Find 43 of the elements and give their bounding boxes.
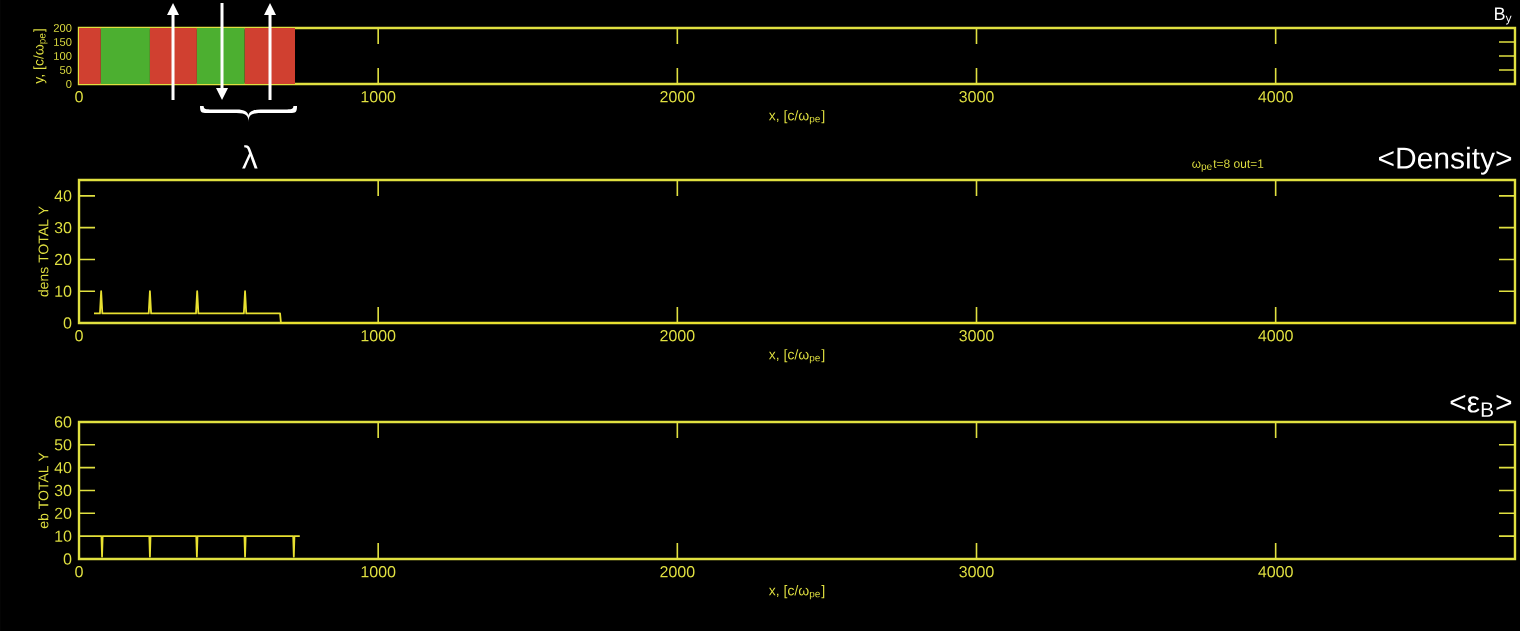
chart-title: <Density>	[1378, 146, 1512, 175]
y-axis-title: eb TOTAL Y	[38, 452, 49, 529]
y-tick-label: 200	[53, 24, 72, 32]
y-tick-label: 30	[54, 222, 72, 234]
text: ω$_{pe}$t=8 out=1	[1192, 159, 1264, 172]
y-tick-label: 100	[54, 52, 72, 60]
x-tick-label: 1000	[361, 91, 396, 103]
text: λ	[242, 145, 258, 169]
x-tick-label: 1000	[361, 330, 396, 342]
x-tick-label: 0	[75, 91, 83, 103]
x-axis-title: x, [c/ω$_{pe}$]	[768, 349, 825, 364]
x-axis-title: x, [c/ω$_{pe}$]	[768, 585, 825, 600]
y-axis-title: y, [c/ω$_{pe}$]	[33, 29, 48, 84]
x-tick-label: 3000	[959, 330, 994, 342]
y-tick-label: 150	[54, 38, 72, 46]
x-tick-label: 4000	[1258, 330, 1293, 342]
x-tick-label: 3000	[959, 91, 994, 103]
y-tick-label: 0	[63, 553, 72, 565]
x-tick-label: 4000	[1258, 566, 1293, 578]
x-tick-label: 2000	[660, 91, 695, 103]
y-tick-label: 0	[63, 317, 72, 329]
x-tick-label: 2000	[660, 566, 695, 578]
y-tick-label: 50	[59, 66, 72, 74]
y-tick-label: 50	[54, 439, 72, 451]
y-tick-label: 10	[55, 285, 72, 297]
x-tick-label: 1000	[361, 566, 396, 578]
y-axis-title: dens TOTAL Y	[38, 206, 49, 297]
y-tick-label: 20	[54, 253, 72, 266]
x-tick-label: 2000	[660, 330, 695, 342]
chart-title: <ε$_{B}$>	[1450, 394, 1512, 417]
y-tick-label: 20	[54, 507, 72, 519]
x-axis-title: x, [c/ω$_{pe}$]	[768, 110, 825, 125]
y-tick-label: 0	[66, 80, 72, 88]
y-tick-label: 40	[54, 190, 72, 202]
y-tick-label: 60	[54, 416, 72, 428]
x-tick-label: 4000	[1258, 91, 1293, 103]
x-tick-label: 3000	[959, 566, 994, 578]
x-tick-label: 0	[75, 330, 83, 342]
y-tick-label: 30	[54, 484, 72, 497]
y-tick-label: 40	[54, 461, 72, 474]
y-tick-label: 10	[55, 530, 72, 542]
x-tick-label: 0	[75, 566, 83, 578]
chart-title: B$_{y}$	[1495, 7, 1512, 25]
